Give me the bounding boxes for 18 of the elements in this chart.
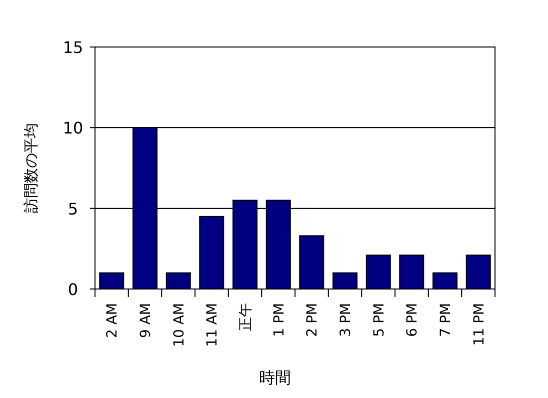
x-tick-label: 1 PM [271,303,288,337]
x-tick-label: 11 PM [471,303,488,346]
x-tick-label: 3 PM [338,303,354,337]
y-tick-label: 0 [68,280,78,299]
x-tick-label: 9 AM [138,303,154,338]
y-tick-label: 15 [62,38,84,57]
x-axis-title: 時間 [259,368,291,387]
x-tick-label: 2 PM [304,303,321,337]
x-tick-label: 5 PM [371,303,388,337]
x-tick-label: 6 PM [404,303,421,337]
x-tick-label: 2 AM [104,303,121,338]
y-axis-title: 訪問数の平均 [22,123,40,213]
y-tick-label: 10 [62,118,84,138]
x-tick-label: 7 PM [438,303,454,337]
x-tick-label: 11 AM [204,303,221,347]
x-tick-label: 正午 [238,303,254,331]
x-tick-label: 10 AM [171,303,188,347]
y-tick-label: 5 [68,199,78,218]
